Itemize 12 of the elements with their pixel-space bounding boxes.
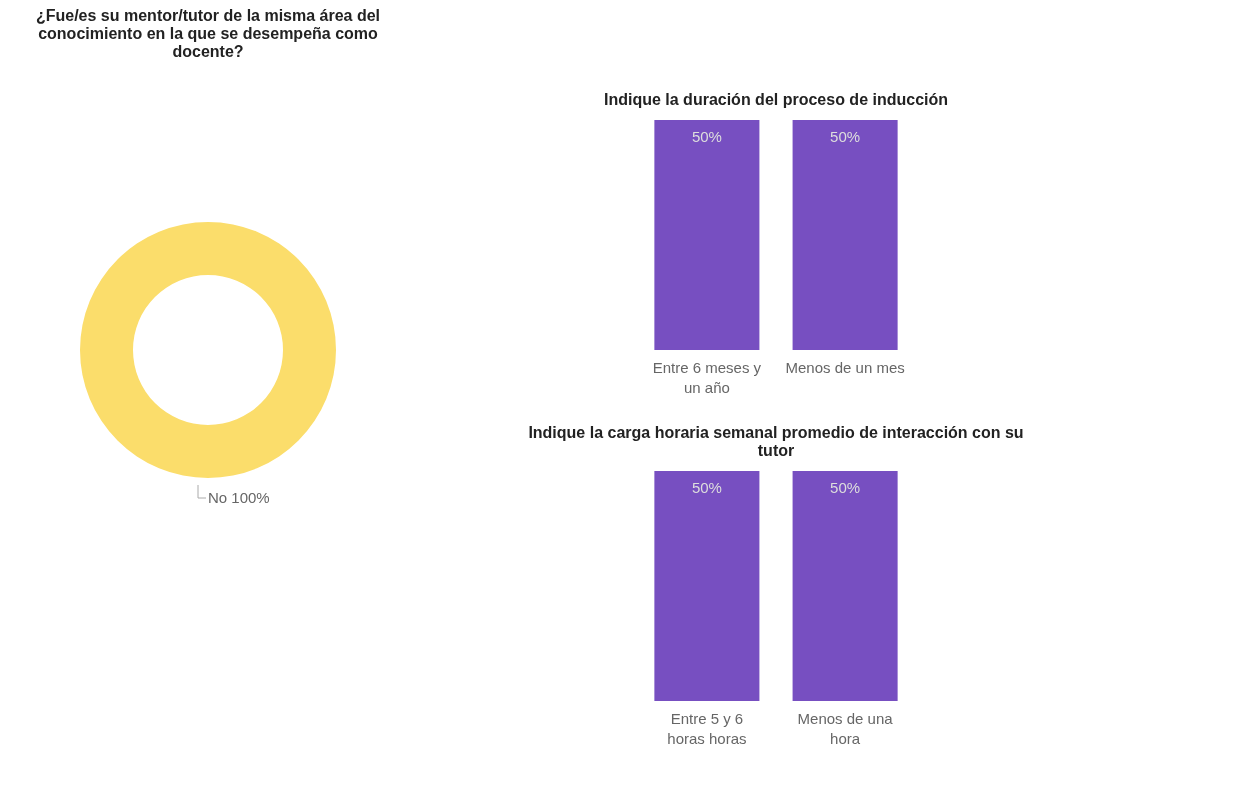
data-label: 50% [691, 479, 722, 496]
x-tick-label: Entre 6 meses y un año [652, 358, 762, 396]
x-tick-label: Menos de un mes [785, 358, 905, 376]
x-tick-label: Entre 5 y 6 horas horas [667, 709, 747, 747]
chart-title: Indique la carga horaria semanal promedio de interacción con su tutor [528, 424, 1024, 459]
chart-title: ¿Fue/es su mentor/tutor de la misma área del conocimiento en la que se desempeña como docente? [35, 7, 381, 60]
x-tick-label: Menos de una hora [797, 709, 894, 747]
slice-label: No 100% [208, 489, 270, 506]
data-label: 50% [830, 479, 861, 496]
data-label: 50% [691, 128, 722, 145]
data-label: 50% [830, 128, 861, 145]
chart-title: Indique la duración del proceso de inducción [603, 91, 949, 108]
